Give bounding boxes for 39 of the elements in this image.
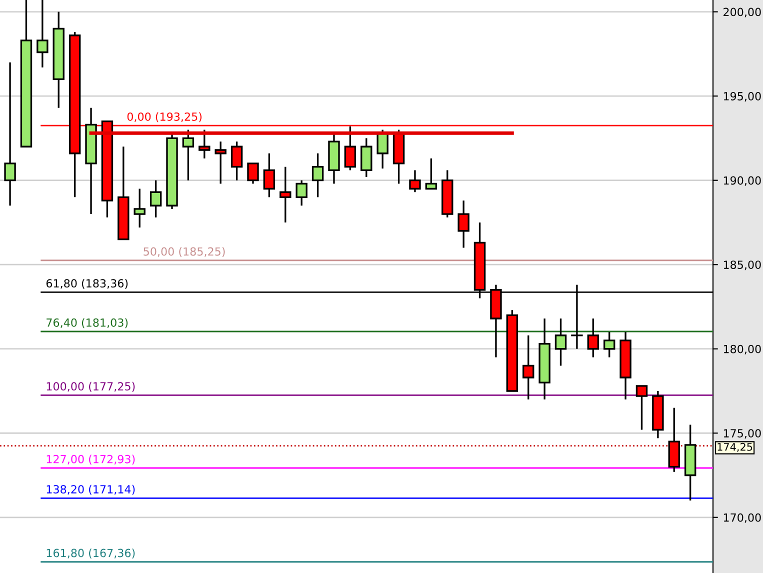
candlestick xyxy=(150,179,162,218)
candlestick xyxy=(4,62,16,206)
candlestick xyxy=(198,128,210,160)
candlestick xyxy=(376,128,388,170)
candlestick xyxy=(214,140,226,185)
y-tick-label: 180,00 xyxy=(724,344,761,354)
y-tick-label: 170,00 xyxy=(724,513,761,523)
candlestick xyxy=(247,162,259,185)
ref-line-label: 50,00 (185,25) xyxy=(144,247,225,258)
candlestick xyxy=(182,128,194,182)
candlestick xyxy=(425,158,438,190)
candlestick xyxy=(230,140,243,182)
y-tick-label: 185,00 xyxy=(724,260,761,270)
candlestick xyxy=(603,331,616,358)
candlestick xyxy=(36,0,48,68)
ref-line-label: 61,80 (183,36) xyxy=(46,278,128,289)
candlestick xyxy=(587,318,599,358)
ref-line-label: 0,00 (193,25) xyxy=(127,112,202,122)
candlestick xyxy=(409,169,421,193)
candlestick xyxy=(458,200,470,249)
ref-line-label: 76,40 (181,03) xyxy=(46,318,128,328)
candlestick xyxy=(296,179,308,206)
y-tick-label: 195,00 xyxy=(724,92,761,102)
y-tick-label: 175,00 xyxy=(724,429,761,439)
candlestick xyxy=(360,137,372,178)
y-tick-label: 190,00 xyxy=(724,176,761,186)
ref-line-label: 161,80 (167,36) xyxy=(46,548,135,559)
candlestick xyxy=(263,152,276,198)
candlestick xyxy=(554,318,567,367)
candlestick xyxy=(312,152,324,198)
ref-line-label: 127,00 (172,93) xyxy=(46,454,135,465)
ref-line-label: 174,25 xyxy=(718,442,752,452)
y-tick-label: 200,00 xyxy=(724,8,761,18)
candlestick xyxy=(280,166,292,224)
candlestick xyxy=(522,334,534,400)
candlestick xyxy=(134,188,146,228)
ref-line-label: 138,20 (171,14) xyxy=(46,484,135,495)
ref-line-label: 100,00 (177,25) xyxy=(46,382,135,392)
candlestick xyxy=(636,385,648,431)
